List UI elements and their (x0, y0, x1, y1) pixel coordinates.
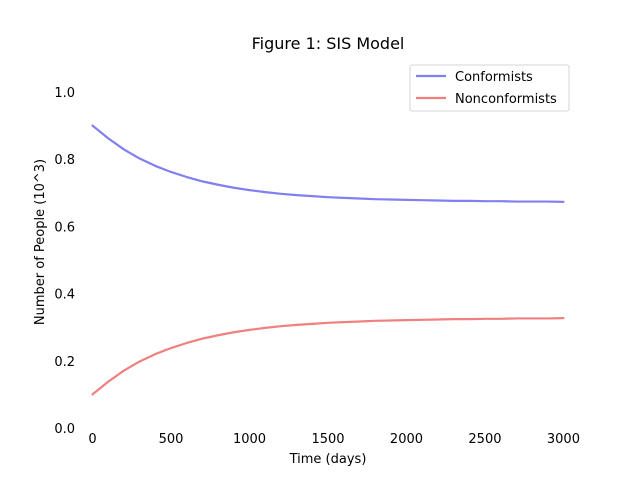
y-axis-label: Number of People (10^3) (33, 159, 48, 325)
legend-frame (409, 64, 570, 112)
x-tick-label: 0 (88, 432, 96, 447)
y-tick-label: 0.4 (54, 288, 75, 303)
series-line-nonconformists (91, 317, 565, 396)
chart-title: Figure 1: SIS Model (252, 34, 405, 53)
y-tick-label: 1.0 (54, 86, 75, 101)
x-tick-label: 1000 (233, 432, 266, 447)
legend-label-nonconformists: Nonconformists (455, 92, 557, 107)
x-tick-label: 3000 (547, 432, 580, 447)
y-tick-label: 0.8 (54, 153, 75, 168)
x-tick-label: 1500 (311, 432, 344, 447)
y-tick-label: 0.2 (54, 355, 75, 370)
x-axis-label: Time (days) (289, 452, 367, 467)
y-tick-label: 0.6 (54, 220, 75, 235)
series-lines (91, 124, 565, 396)
x-tick-label: 2000 (390, 432, 423, 447)
legend: Conformists Nonconformists (409, 64, 570, 112)
legend-label-conformists: Conformists (455, 70, 533, 85)
y-axis-ticks: 0.0 0.2 0.4 0.6 0.8 1.0 (54, 86, 75, 437)
x-tick-label: 500 (159, 432, 184, 447)
x-axis-ticks: 0 500 1000 1500 2000 2500 3000 (88, 432, 580, 447)
y-tick-label: 0.0 (54, 422, 75, 437)
x-tick-label: 2500 (468, 432, 501, 447)
series-line-conformists (91, 124, 565, 203)
